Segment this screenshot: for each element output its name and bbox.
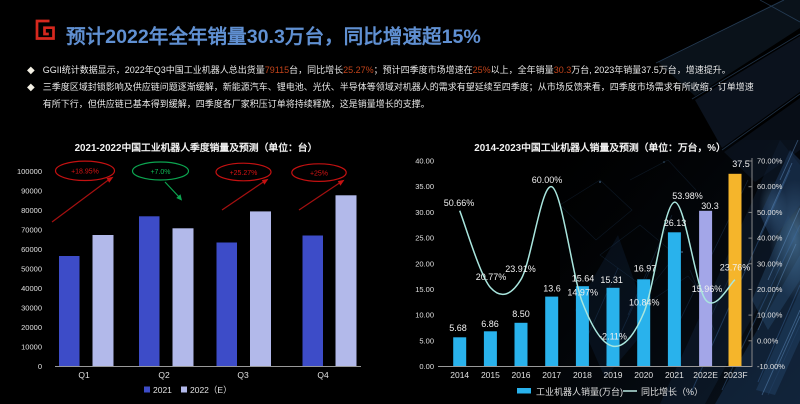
svg-text:14.97%: 14.97% xyxy=(567,288,598,298)
svg-text:20.00: 20.00 xyxy=(415,259,434,268)
svg-text:+18.95%: +18.95% xyxy=(71,169,99,176)
svg-text:35.00: 35.00 xyxy=(415,182,434,191)
svg-text:50.00%: 50.00% xyxy=(757,208,783,217)
svg-text:10.00: 10.00 xyxy=(415,311,434,320)
svg-text:6.86: 6.86 xyxy=(481,319,499,329)
svg-text:16.97: 16.97 xyxy=(634,264,657,274)
svg-text:2021: 2021 xyxy=(665,370,684,380)
svg-text:60.00%: 60.00% xyxy=(532,175,563,185)
svg-text:15.96%: 15.96% xyxy=(692,284,723,294)
svg-text:60000: 60000 xyxy=(21,245,42,254)
svg-text:53.98%: 53.98% xyxy=(672,191,703,201)
svg-text:50000: 50000 xyxy=(21,265,42,274)
svg-text:+25.27%: +25.27% xyxy=(230,170,258,177)
svg-text:30.3: 30.3 xyxy=(701,201,719,211)
svg-text:30000: 30000 xyxy=(21,304,42,313)
svg-text:13.6: 13.6 xyxy=(543,284,561,294)
svg-text:2021-2022中国工业机器人季度销量及预测（单位：台）: 2021-2022中国工业机器人季度销量及预测（单位：台） xyxy=(75,141,318,154)
svg-text:20000: 20000 xyxy=(21,323,42,332)
svg-text:Q1: Q1 xyxy=(78,370,90,380)
svg-text:Q2: Q2 xyxy=(158,370,170,380)
svg-text:Q4: Q4 xyxy=(317,370,329,380)
svg-text:2016: 2016 xyxy=(512,370,531,380)
svg-text:2014: 2014 xyxy=(450,370,469,380)
svg-text:同比增长（%）: 同比增长（%） xyxy=(641,386,703,397)
svg-text:20.00%: 20.00% xyxy=(757,285,783,294)
svg-text:2022E: 2022E xyxy=(693,370,718,380)
svg-text:60.00%: 60.00% xyxy=(757,182,783,191)
svg-text:工业机器人销量(万台): 工业机器人销量(万台) xyxy=(536,386,623,397)
svg-text:30.00: 30.00 xyxy=(415,208,434,217)
svg-text:2023F: 2023F xyxy=(723,370,747,380)
svg-text:Q3: Q3 xyxy=(237,370,249,380)
svg-text:+25%: +25% xyxy=(310,170,328,177)
svg-text:0.00: 0.00 xyxy=(419,362,434,371)
svg-text:2018: 2018 xyxy=(573,370,592,380)
svg-text:5.68: 5.68 xyxy=(449,323,467,333)
svg-text:5.00: 5.00 xyxy=(419,336,434,345)
svg-text:40000: 40000 xyxy=(21,284,42,293)
svg-text:2015: 2015 xyxy=(481,370,500,380)
svg-text:70.00%: 70.00% xyxy=(757,157,783,166)
svg-text:37.5: 37.5 xyxy=(732,159,750,169)
svg-text:80000: 80000 xyxy=(21,206,42,215)
svg-text:2021: 2021 xyxy=(153,385,172,395)
svg-text:100000: 100000 xyxy=(17,167,42,176)
svg-text:2019: 2019 xyxy=(604,370,623,380)
svg-text:2014-2023中国工业机器人销量及预测（单位：万台，%）: 2014-2023中国工业机器人销量及预测（单位：万台，%） xyxy=(474,141,726,154)
svg-text:+7.0%: +7.0% xyxy=(150,169,170,176)
svg-text:23.91%: 23.91% xyxy=(505,264,536,274)
svg-text:15.00: 15.00 xyxy=(415,285,434,294)
svg-text:0: 0 xyxy=(38,362,42,371)
svg-text:40.00: 40.00 xyxy=(415,157,434,166)
svg-text:0.00%: 0.00% xyxy=(757,336,779,345)
svg-text:2022（E）: 2022（E） xyxy=(190,385,232,395)
svg-text:40.00%: 40.00% xyxy=(757,234,783,243)
svg-text:30.00%: 30.00% xyxy=(757,259,783,268)
svg-text:25.00: 25.00 xyxy=(415,234,434,243)
svg-text:90000: 90000 xyxy=(21,187,42,196)
svg-text:10.84%: 10.84% xyxy=(629,298,660,308)
svg-text:15.31: 15.31 xyxy=(600,275,623,285)
svg-text:20.77%: 20.77% xyxy=(476,272,507,282)
svg-text:2017: 2017 xyxy=(542,370,561,380)
svg-text:10000: 10000 xyxy=(21,343,42,352)
svg-text:2020: 2020 xyxy=(634,370,653,380)
svg-text:10.00%: 10.00% xyxy=(757,311,783,320)
svg-text:26.13: 26.13 xyxy=(664,218,687,228)
svg-text:-2.11%: -2.11% xyxy=(599,332,627,342)
svg-text:15.64: 15.64 xyxy=(572,274,595,284)
svg-text:23.76%: 23.76% xyxy=(720,263,751,273)
svg-text:8.50: 8.50 xyxy=(512,309,530,319)
svg-text:-10.00%: -10.00% xyxy=(757,362,785,371)
svg-text:50.66%: 50.66% xyxy=(444,198,475,208)
svg-text:70000: 70000 xyxy=(21,226,42,235)
